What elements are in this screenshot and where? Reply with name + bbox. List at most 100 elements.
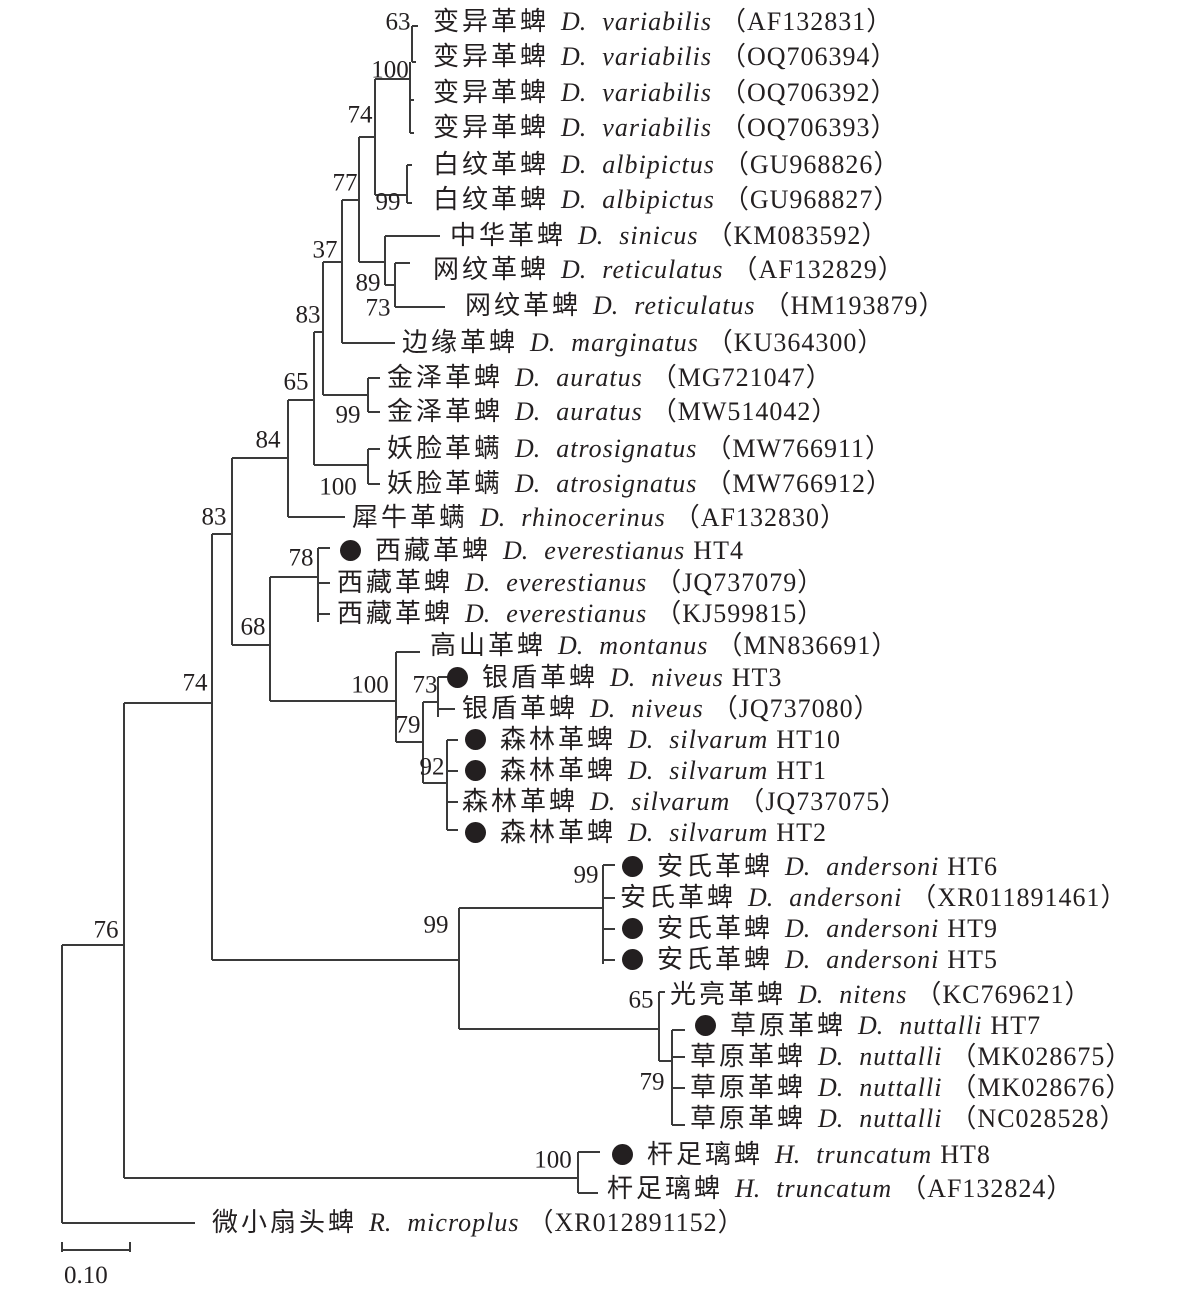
- tree-branch: [411, 25, 418, 63]
- chinese-name: 光亮革蜱: [670, 980, 787, 1009]
- accession: （KU364300）: [706, 328, 885, 357]
- tree-branch: [211, 533, 459, 961]
- taxon-label: 安氏革蜱 D. andersoni HT9: [622, 913, 998, 945]
- accession: （GU968827）: [722, 185, 901, 214]
- chinese-name: 微小扇头蜱: [212, 1208, 358, 1237]
- scale-bar: [61, 1242, 131, 1252]
- tree-branch: [446, 739, 458, 831]
- taxon-label: 白纹革蜱 D. albipictus （GU968827）: [433, 184, 900, 216]
- species-epithet: truncatum: [776, 1174, 893, 1203]
- chinese-name: 中华革蜱: [450, 221, 567, 250]
- scale-bar-label: 0.10: [64, 1262, 108, 1289]
- chinese-name: 西藏革蜱: [337, 599, 454, 628]
- tree-branch: [231, 457, 288, 646]
- sample-marker-icon: [465, 729, 486, 750]
- bootstrap-value: 65: [284, 369, 309, 396]
- taxon-label: 银盾革蜱 D. niveus HT3: [447, 662, 782, 694]
- genus: D.: [593, 291, 619, 320]
- genus: D.: [561, 42, 587, 71]
- genus: D.: [561, 7, 587, 36]
- tree-branch: [374, 78, 410, 196]
- chinese-name: 银盾革蜱: [462, 694, 579, 723]
- genus: D.: [465, 599, 491, 628]
- chinese-name: 森林革蜱: [500, 725, 617, 754]
- tree-branch: [341, 199, 395, 344]
- taxon-label: 网纹革蜱 D. reticulatus （HM193879）: [465, 290, 945, 322]
- genus: D.: [818, 1042, 844, 1071]
- taxon-label: 西藏革蜱 D. everestianus （KJ599815）: [337, 598, 824, 630]
- genus: D.: [785, 945, 811, 974]
- tree-branch: [409, 62, 414, 134]
- accession: （MW766911）: [705, 434, 893, 463]
- genus: D.: [858, 1011, 884, 1040]
- taxon-label: 安氏革蜱 D. andersoni HT6: [622, 851, 998, 883]
- taxon-label: 微小扇头蜱 R. microplus （XR012891152）: [212, 1207, 745, 1239]
- tree-branch: [123, 702, 578, 1179]
- chinese-name: 变异革蜱: [433, 42, 550, 71]
- genus: D.: [465, 568, 491, 597]
- accession: HT9: [947, 914, 998, 943]
- tree-branch: [658, 991, 672, 1062]
- genus: D.: [503, 536, 529, 565]
- tree-branches: [61, 25, 685, 1224]
- genus: D.: [610, 663, 636, 692]
- taxon-label: 犀牛革螨 D. rhinocerinus （AF132830）: [352, 502, 847, 534]
- taxon-label: 金泽革蜱 D. auratus （MG721047）: [387, 362, 833, 394]
- genus: D.: [818, 1104, 844, 1133]
- chinese-name: 金泽革蜱: [387, 397, 504, 426]
- chinese-name: 杆足璃蜱: [647, 1140, 764, 1169]
- taxon-label: 草原革蜱 D. nuttalli （MK028675）: [690, 1041, 1132, 1073]
- accession: （AF132824）: [900, 1174, 1074, 1203]
- genus: D.: [798, 980, 824, 1009]
- chinese-name: 杆足璃蜱: [607, 1174, 724, 1203]
- taxon-label: 金泽革蜱 D. auratus （MW514042）: [387, 396, 838, 428]
- chinese-name: 网纹革蜱: [465, 291, 582, 320]
- taxon-label: 森林革蜱 D. silvarum （JQ737075）: [462, 786, 907, 818]
- tree-branch: [602, 864, 615, 964]
- genus: D.: [628, 818, 654, 847]
- taxon-label: 变异革蜱 D. variabilis （OQ706393）: [433, 112, 898, 144]
- species-epithet: andersoni: [826, 852, 940, 881]
- taxon-label: 森林革蜱 D. silvarum HT2: [465, 817, 827, 849]
- genus: D.: [590, 694, 616, 723]
- genus: D.: [628, 756, 654, 785]
- chinese-name: 犀牛革螨: [352, 503, 469, 532]
- accession: （MW766912）: [705, 469, 894, 498]
- bootstrap-value: 63: [386, 9, 411, 36]
- species-epithet: atrosignatus: [556, 469, 698, 498]
- accession: （MK028676）: [950, 1073, 1133, 1102]
- accession: （JQ737079）: [655, 568, 825, 597]
- taxon-label: 中华革蜱 D. sinicus （KM083592）: [450, 220, 888, 252]
- chinese-name: 变异革蜱: [433, 113, 550, 142]
- chinese-name: 变异革蜱: [433, 7, 550, 36]
- tree-branch: [61, 944, 195, 1224]
- species-epithet: variabilis: [602, 42, 712, 71]
- genus: D.: [515, 363, 541, 392]
- species-epithet: truncatum: [816, 1140, 933, 1169]
- genus: D.: [590, 787, 616, 816]
- accession: （KC769621）: [915, 980, 1092, 1009]
- taxon-label: 安氏革蜱 D. andersoni HT5: [622, 944, 998, 976]
- species-epithet: silvarum: [669, 756, 769, 785]
- species-epithet: albipictus: [602, 185, 715, 214]
- genus: D.: [515, 434, 541, 463]
- chinese-name: 变异革蜱: [433, 78, 550, 107]
- species-epithet: silvarum: [669, 818, 769, 847]
- species-epithet: everestianus: [544, 536, 686, 565]
- species-epithet: everestianus: [506, 599, 648, 628]
- bootstrap-value: 100: [351, 672, 389, 699]
- chinese-name: 金泽革蜱: [387, 363, 504, 392]
- accession: （JQ737080）: [711, 694, 881, 723]
- species-epithet: reticulatus: [602, 255, 724, 284]
- sample-marker-icon: [695, 1015, 716, 1036]
- chinese-name: 安氏革蜱: [657, 945, 774, 974]
- accession: （XR012891152）: [527, 1208, 745, 1237]
- chinese-name: 森林革蜱: [462, 787, 579, 816]
- chinese-name: 白纹革蜱: [433, 185, 550, 214]
- bootstrap-value: 99: [336, 402, 361, 429]
- sample-marker-icon: [340, 540, 361, 561]
- bootstrap-value: 77: [333, 170, 358, 197]
- sample-marker-icon: [622, 949, 643, 970]
- taxon-label: 草原革蜱 D. nuttalli （NC028528）: [690, 1103, 1127, 1135]
